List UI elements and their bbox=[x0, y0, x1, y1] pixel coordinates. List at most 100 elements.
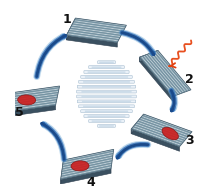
Text: 1: 1 bbox=[63, 13, 71, 26]
FancyBboxPatch shape bbox=[84, 115, 129, 118]
Polygon shape bbox=[61, 169, 111, 184]
Polygon shape bbox=[5, 93, 9, 117]
Text: 4: 4 bbox=[86, 176, 95, 189]
Polygon shape bbox=[131, 128, 180, 147]
FancyArrowPatch shape bbox=[37, 36, 64, 77]
Polygon shape bbox=[61, 149, 114, 179]
Polygon shape bbox=[141, 116, 190, 135]
FancyArrowPatch shape bbox=[43, 124, 64, 159]
Polygon shape bbox=[131, 114, 192, 147]
FancyBboxPatch shape bbox=[81, 110, 132, 113]
FancyArrowPatch shape bbox=[171, 91, 175, 108]
Ellipse shape bbox=[18, 95, 36, 105]
Polygon shape bbox=[157, 50, 191, 90]
Text: 2: 2 bbox=[185, 73, 194, 86]
FancyBboxPatch shape bbox=[84, 70, 129, 73]
Ellipse shape bbox=[162, 127, 178, 140]
Polygon shape bbox=[152, 52, 186, 92]
Polygon shape bbox=[6, 96, 58, 104]
FancyBboxPatch shape bbox=[99, 125, 114, 127]
Polygon shape bbox=[137, 122, 186, 140]
FancyBboxPatch shape bbox=[82, 86, 131, 88]
FancyArrowPatch shape bbox=[171, 91, 174, 111]
Polygon shape bbox=[61, 164, 112, 176]
Text: 5: 5 bbox=[15, 106, 24, 119]
Polygon shape bbox=[66, 34, 118, 43]
FancyBboxPatch shape bbox=[81, 91, 132, 92]
FancyArrowPatch shape bbox=[37, 36, 66, 77]
Polygon shape bbox=[72, 25, 123, 33]
Polygon shape bbox=[72, 23, 124, 32]
FancyBboxPatch shape bbox=[99, 62, 114, 63]
Polygon shape bbox=[156, 51, 190, 91]
Polygon shape bbox=[63, 154, 113, 166]
FancyArrowPatch shape bbox=[119, 144, 148, 156]
Polygon shape bbox=[132, 127, 181, 146]
FancyArrowPatch shape bbox=[122, 33, 154, 55]
Polygon shape bbox=[73, 22, 124, 31]
Polygon shape bbox=[140, 57, 174, 97]
Polygon shape bbox=[133, 126, 182, 145]
Polygon shape bbox=[8, 86, 60, 94]
FancyBboxPatch shape bbox=[85, 76, 128, 78]
Polygon shape bbox=[68, 32, 119, 40]
Polygon shape bbox=[139, 119, 188, 137]
FancyBboxPatch shape bbox=[79, 105, 134, 108]
Polygon shape bbox=[62, 158, 112, 170]
Polygon shape bbox=[5, 86, 60, 112]
Polygon shape bbox=[61, 165, 112, 177]
Polygon shape bbox=[63, 152, 113, 164]
FancyBboxPatch shape bbox=[77, 85, 136, 88]
FancyBboxPatch shape bbox=[98, 61, 115, 64]
Polygon shape bbox=[142, 56, 176, 96]
Polygon shape bbox=[69, 30, 120, 38]
Polygon shape bbox=[67, 33, 118, 41]
Polygon shape bbox=[63, 149, 114, 161]
Polygon shape bbox=[62, 157, 113, 169]
FancyBboxPatch shape bbox=[89, 66, 124, 68]
Text: 3: 3 bbox=[185, 134, 193, 147]
FancyBboxPatch shape bbox=[82, 101, 131, 102]
Polygon shape bbox=[7, 94, 58, 103]
FancyBboxPatch shape bbox=[98, 125, 115, 127]
Polygon shape bbox=[141, 117, 190, 136]
FancyArrowPatch shape bbox=[122, 33, 153, 53]
FancyBboxPatch shape bbox=[92, 120, 121, 122]
Polygon shape bbox=[62, 155, 113, 167]
Polygon shape bbox=[61, 167, 111, 179]
Polygon shape bbox=[73, 21, 125, 29]
Polygon shape bbox=[5, 105, 56, 117]
FancyArrowPatch shape bbox=[44, 125, 64, 159]
Polygon shape bbox=[66, 18, 126, 43]
Polygon shape bbox=[62, 161, 112, 173]
Polygon shape bbox=[5, 100, 57, 109]
FancyBboxPatch shape bbox=[89, 120, 124, 122]
Polygon shape bbox=[140, 50, 158, 62]
Polygon shape bbox=[63, 153, 113, 165]
Polygon shape bbox=[63, 151, 114, 163]
Polygon shape bbox=[147, 54, 181, 94]
Polygon shape bbox=[5, 104, 56, 112]
FancyArrowPatch shape bbox=[42, 123, 64, 159]
Polygon shape bbox=[7, 93, 58, 101]
Polygon shape bbox=[6, 99, 57, 108]
FancyBboxPatch shape bbox=[79, 80, 134, 83]
Polygon shape bbox=[61, 166, 111, 178]
FancyArrowPatch shape bbox=[37, 37, 63, 77]
Polygon shape bbox=[131, 129, 180, 151]
Polygon shape bbox=[153, 52, 187, 91]
Polygon shape bbox=[145, 55, 180, 94]
Polygon shape bbox=[140, 57, 173, 101]
Polygon shape bbox=[137, 121, 187, 139]
Polygon shape bbox=[70, 27, 122, 35]
Polygon shape bbox=[135, 123, 184, 142]
Polygon shape bbox=[7, 92, 58, 100]
Polygon shape bbox=[6, 97, 57, 105]
Polygon shape bbox=[70, 28, 121, 36]
Polygon shape bbox=[7, 91, 59, 99]
FancyBboxPatch shape bbox=[88, 115, 125, 117]
Polygon shape bbox=[143, 114, 192, 133]
Polygon shape bbox=[142, 115, 191, 134]
Polygon shape bbox=[148, 54, 182, 94]
Polygon shape bbox=[8, 88, 59, 97]
